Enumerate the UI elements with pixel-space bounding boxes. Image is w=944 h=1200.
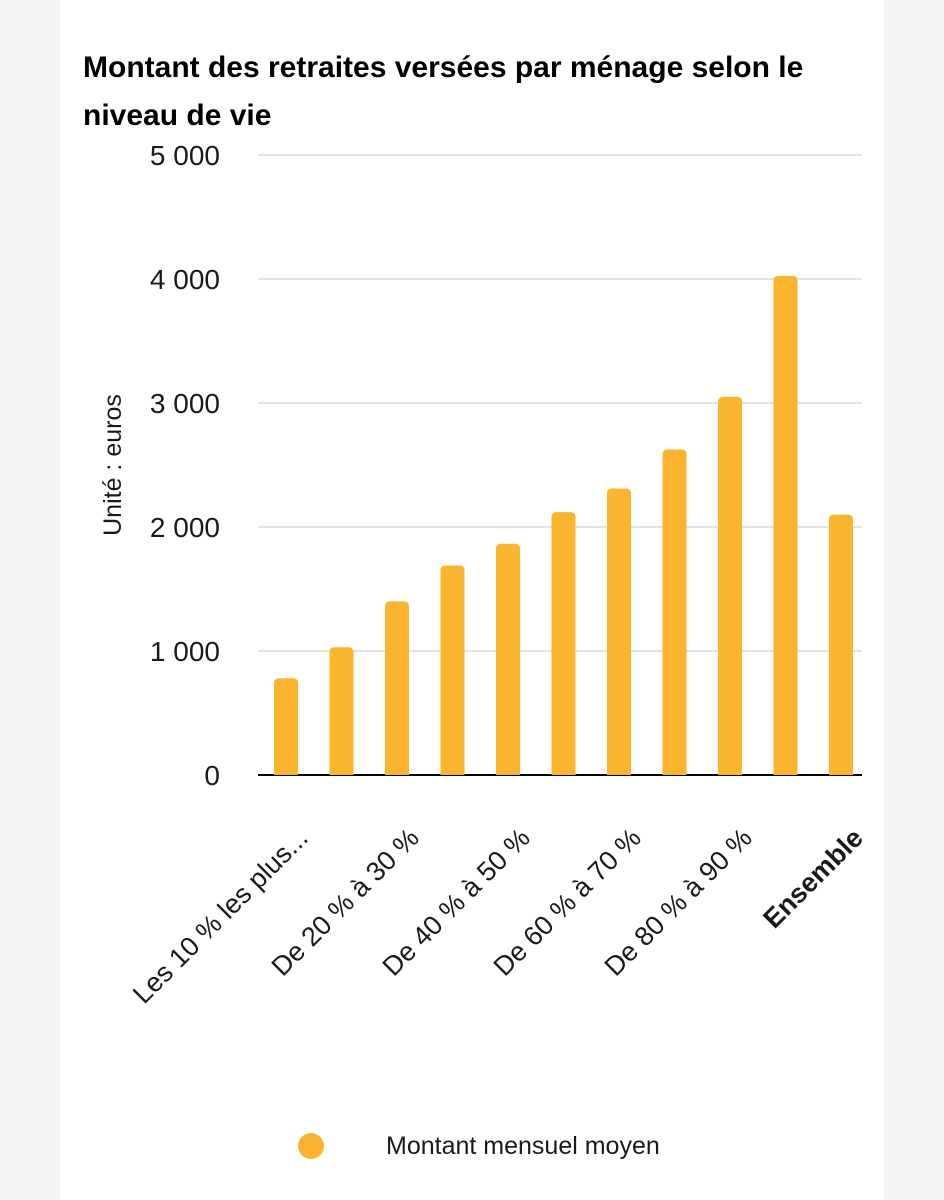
y-axis-label: Unité : euros: [99, 394, 127, 536]
y-tick-label: 4 000: [150, 264, 220, 295]
y-tick-label: 1 000: [150, 636, 220, 667]
bar: De 10 % à 20 % : 1030: [329, 647, 354, 775]
y-tick-label: 3 000: [150, 388, 220, 419]
bar: Les 10 % les plus aisés : 4025: [773, 275, 798, 775]
chart-title: Montant des retraites versées par ménage…: [83, 51, 804, 132]
y-tick-label: 5 000: [150, 140, 220, 171]
bar-chart: 0 1 000 2 000 3 000 4 000 5 000 Les 10 % les …: [99, 140, 869, 1010]
bar: Les 10 % les plus… : 780: [274, 678, 298, 775]
y-tick-labels: 0 1 000 2 000 3 000 4 000 5 000: [150, 140, 220, 791]
legend: Montant mensuel moyen: [298, 1126, 660, 1166]
bar: De 40 % à 50 % : 1865: [496, 543, 520, 775]
bar: Ensemble : 2100: [829, 514, 853, 775]
legend-label: Montant mensuel moyen: [386, 1131, 660, 1160]
bar: De 20 % à 30 % : 1400: [385, 601, 409, 775]
bar: De 80 % à 90 % : 3050: [718, 396, 742, 775]
x-tick-label: Ensemble: [757, 823, 868, 934]
y-tick-label: 2 000: [150, 512, 220, 543]
legend-swatch: [298, 1133, 324, 1159]
x-tick-labels: Les 10 % les plus...De 20 % à 30 %De 40 …: [127, 823, 869, 1010]
bar: De 30 % à 40 % : 1690: [440, 565, 465, 775]
y-tick-label: 0: [204, 760, 220, 791]
bar: De 50 % à 60 % : 2120: [551, 512, 576, 775]
chart-card: [60, 0, 884, 1200]
bar: De 60 % à 70 % : 2310: [607, 488, 631, 775]
gridlines: [258, 154, 862, 776]
bar: De 70 % à 80 % : 2625: [662, 449, 687, 775]
bars: Les 10 % les plus… : 780 De 10 % à 20 % :…: [274, 275, 853, 775]
